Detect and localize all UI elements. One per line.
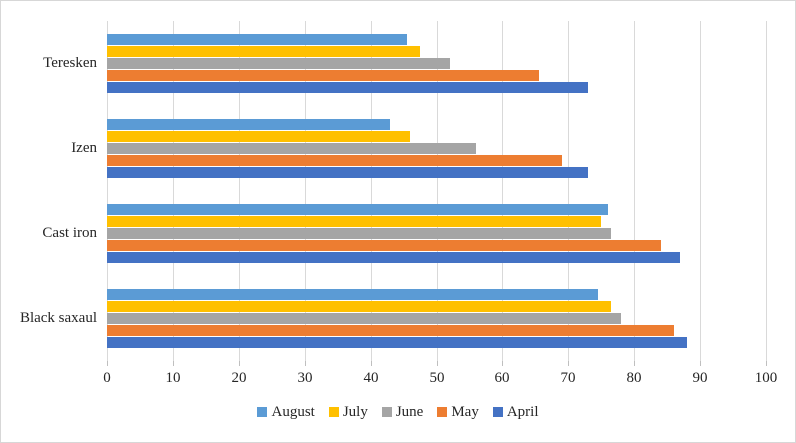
legend-label-may: May [451,404,479,420]
bar-cast-iron-june [107,228,612,239]
gridline-0 [107,21,108,361]
bar-teresken-april [107,82,589,93]
axis-tick-90 [700,361,701,366]
bar-cast-iron-august [107,204,608,215]
bar-izen-april [107,167,589,178]
bar-black-saxaul-april [107,337,687,348]
axis-tick-30 [305,361,306,366]
bar-izen-june [107,143,477,154]
x-tick-label-70: 70 [560,370,576,386]
x-tick-label-0: 0 [103,370,111,386]
legend-swatch-april [492,407,503,417]
x-tick-label-30: 30 [297,370,313,386]
axis-tick-10 [173,361,174,366]
x-tick-label-10: 10 [165,370,181,386]
gridline-30 [305,21,306,361]
x-tick-label-20: 20 [231,370,247,386]
bar-black-saxaul-may [107,325,674,336]
bar-black-saxaul-july [107,301,612,312]
plot-area [107,21,767,366]
x-tick-label-40: 40 [363,370,379,386]
legend-label-april: April [506,404,539,420]
legend-item-may: May [437,403,479,421]
axis-tick-100 [766,361,767,366]
bar-izen-may [107,155,562,166]
bar-black-saxaul-june [107,313,622,324]
category-label-cast-iron: Cast iron [42,225,97,241]
axis-tick-80 [634,361,635,366]
legend-item-june: June [381,403,424,421]
x-tick-label-90: 90 [692,370,708,386]
gridline-40 [371,21,372,361]
x-tick-label-80: 80 [626,370,642,386]
gridline-100 [766,21,767,361]
legend-item-april: April [492,403,539,421]
legend-swatch-july [328,407,339,417]
legend-label-june: June [395,404,424,420]
gridline-70 [568,21,569,361]
legend-item-august: August [257,403,315,421]
bar-izen-august [107,119,391,130]
axis-tick-20 [239,361,240,366]
legend-swatch-may [437,407,448,417]
gridline-80 [634,21,635,361]
gridline-10 [173,21,174,361]
x-tick-label-60: 60 [494,370,510,386]
legend-swatch-june [381,407,392,417]
legend-label-august: August [271,404,315,420]
axis-tick-0 [107,361,108,366]
axis-tick-50 [437,361,438,366]
bar-izen-july [107,131,411,142]
axis-tick-40 [371,361,372,366]
axis-tick-70 [568,361,569,366]
legend-item-july: July [328,403,368,421]
category-label-black-saxaul: Black saxaul [19,310,97,326]
bar-black-saxaul-august [107,289,598,300]
gridline-50 [437,21,438,361]
gridline-90 [700,21,701,361]
axis-tick-60 [502,361,503,366]
bar-teresken-may [107,70,539,81]
legend-label-july: July [342,404,368,420]
bar-cast-iron-april [107,252,681,263]
x-tick-label-100: 100 [754,370,778,386]
bar-teresken-june [107,58,450,69]
category-label-teresken: Teresken [43,55,97,71]
bar-cast-iron-july [107,216,602,227]
x-tick-label-50: 50 [429,370,445,386]
bar-teresken-july [107,46,421,57]
gridline-60 [502,21,503,361]
legend: August July June May April [1,403,795,422]
bar-cast-iron-may [107,240,661,251]
bar-teresken-august [107,34,407,45]
legend-swatch-august [257,407,268,417]
category-label-izen: Izen [71,140,97,156]
gridline-20 [239,21,240,361]
